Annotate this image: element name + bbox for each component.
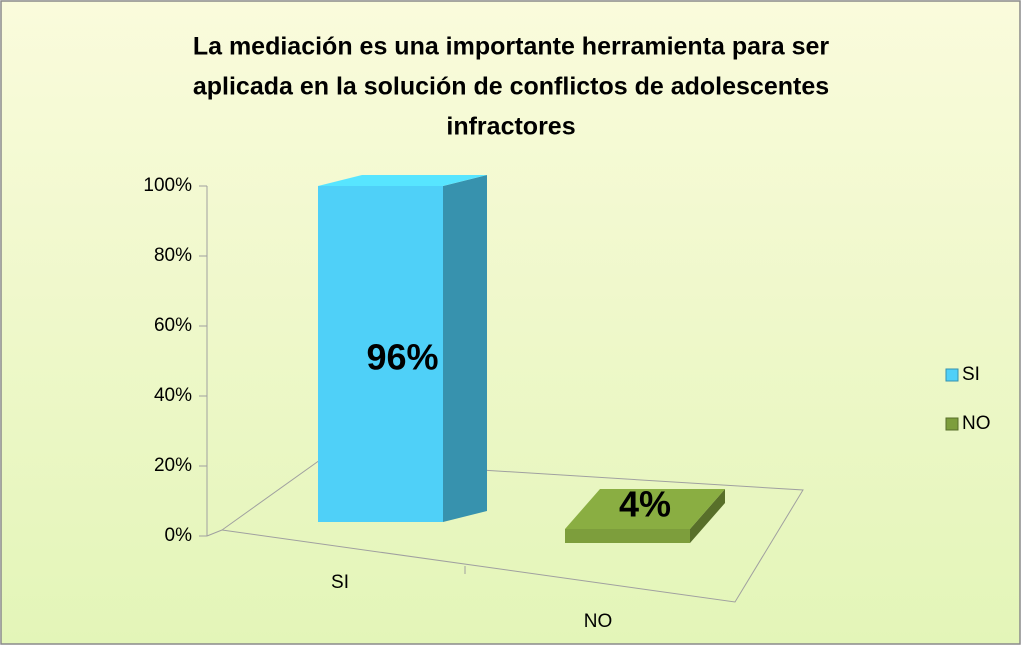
bar (318, 186, 443, 522)
chart-title: infractores (446, 113, 575, 141)
legend-label: SI (962, 364, 980, 385)
y-tick-label: 100% (143, 175, 192, 196)
axis-corner (206, 529, 223, 537)
chart-title: aplicada en la solución de conflictos de… (193, 73, 829, 101)
bar-side (690, 489, 725, 543)
data-label: 96% (366, 337, 438, 378)
y-tick-label: 20% (154, 455, 192, 476)
x-tick-label: NO (584, 611, 613, 632)
y-tick-label: 0% (165, 525, 193, 546)
legend-swatch (945, 368, 959, 382)
y-tick-label: 80% (154, 245, 192, 266)
y-tick-label: 40% (154, 385, 192, 406)
legend-swatch (945, 417, 959, 431)
floor (220, 459, 804, 603)
bar (565, 529, 690, 543)
bar-top (318, 175, 487, 186)
y-tick-label: 60% (154, 315, 192, 336)
x-tick-label: SI (331, 572, 349, 593)
data-label: 4% (619, 484, 671, 525)
bar-top (565, 489, 725, 529)
legend-label: NO (962, 413, 991, 434)
chart-title: La mediación es una importante herramien… (193, 33, 830, 61)
bar-side (443, 175, 487, 522)
